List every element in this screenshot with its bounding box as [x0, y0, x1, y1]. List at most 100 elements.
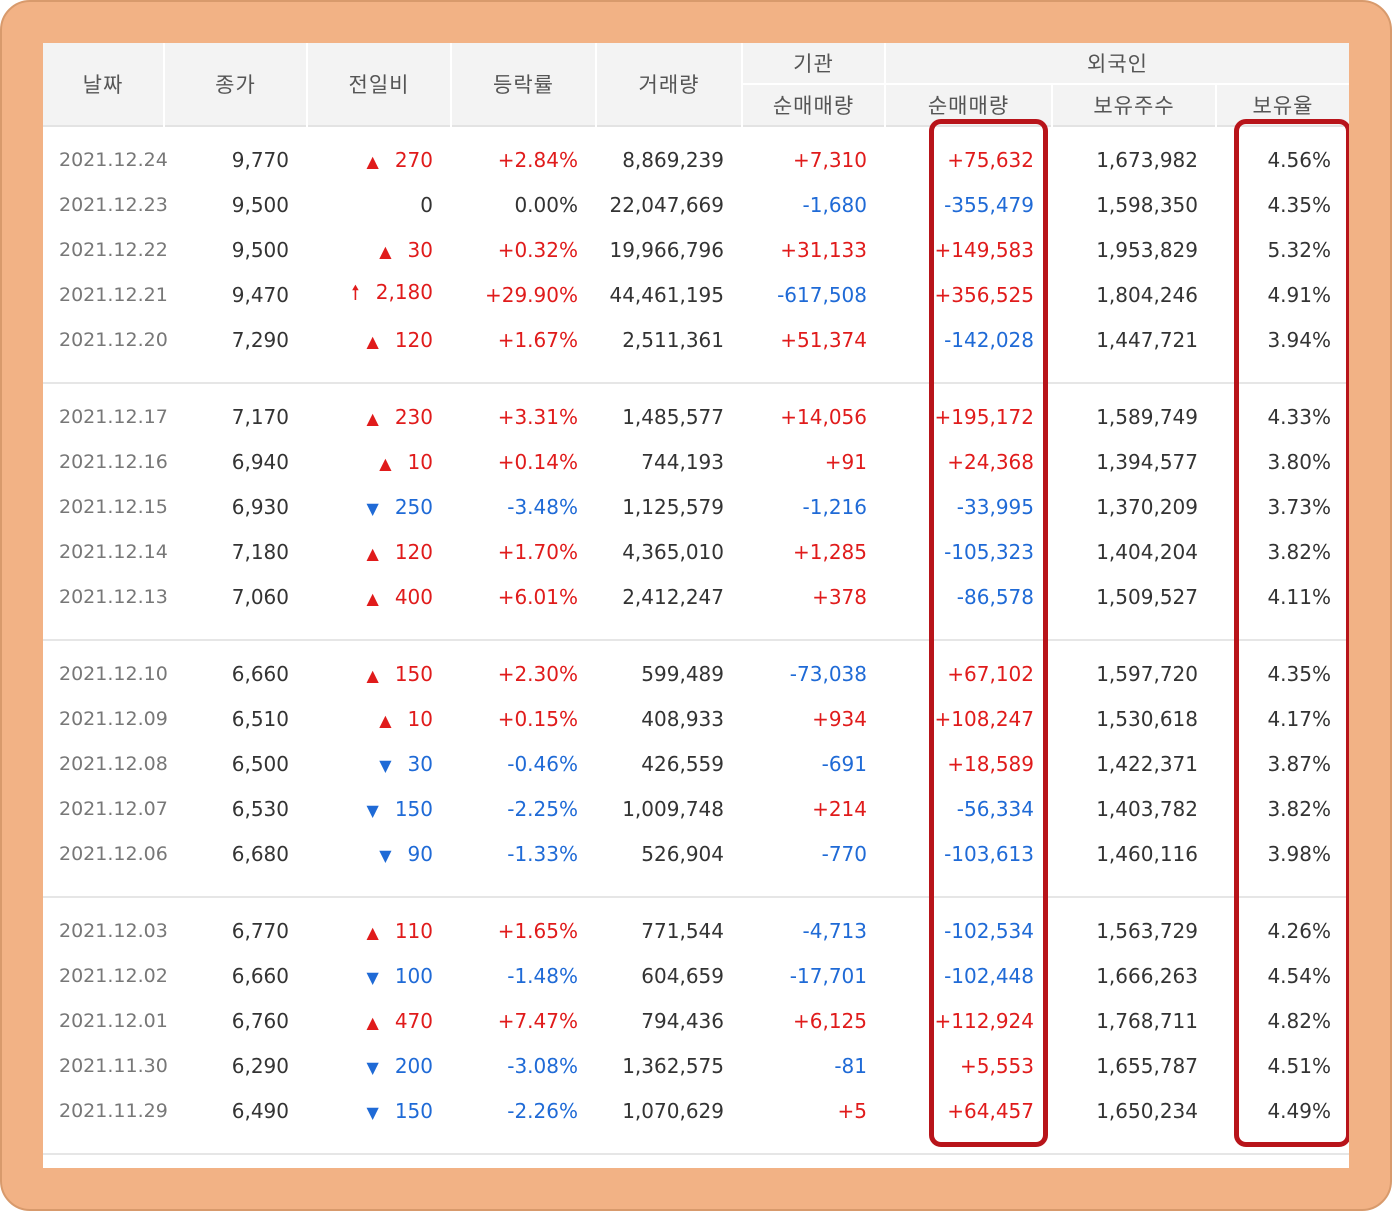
cell-rate: +2.30% — [497, 661, 578, 686]
cell-foreign-net: -86,578 — [956, 584, 1034, 609]
cell-close: 6,500 — [231, 751, 289, 776]
header-foreign-net[interactable]: 순매매량 — [885, 83, 1053, 126]
cell-institution-net: +1,285 — [792, 539, 867, 564]
cell-change: ▼ 30 — [307, 741, 451, 786]
table-body: 2021.12.24 9,770 ▲ 270 +2.84% 8,869,239 +7,310… — [43, 126, 1349, 1155]
cell-volume: 22,047,669 — [609, 192, 724, 217]
table-row: 2021.12.22 9,500 ▲ 30 +0.32% 19,966,796 +31,13… — [43, 227, 1349, 272]
cell-volume: 4,365,010 — [622, 539, 724, 564]
table-row: 2021.12.14 7,180 ▲ 120 +1.70% 4,365,010 +1,285… — [43, 529, 1349, 574]
cell-foreign-ratio: 4.35% — [1267, 192, 1331, 217]
cell-foreign-shares: 1,404,204 — [1096, 539, 1198, 564]
cell-change: ▲ 10 — [307, 696, 451, 741]
cell-date: 2021.12.02 — [59, 964, 168, 987]
triangle-up-icon: ▲ — [366, 543, 379, 563]
cell-volume: 526,904 — [641, 841, 724, 866]
cell-foreign-ratio: 4.91% — [1267, 282, 1331, 307]
cell-date: 2021.12.10 — [59, 662, 168, 685]
cell-foreign-net: +18,589 — [947, 751, 1034, 776]
cell-foreign-shares: 1,768,711 — [1096, 1008, 1198, 1033]
cell-rate: -2.25% — [507, 796, 578, 821]
header-foreign-ratio[interactable]: 보유율 — [1216, 83, 1349, 126]
cell-volume: 604,659 — [641, 963, 724, 988]
change-value: 100 — [394, 963, 433, 988]
change-value: 10 — [407, 706, 433, 731]
header-date[interactable]: 날짜 — [43, 43, 165, 126]
cell-foreign-ratio: 3.87% — [1267, 751, 1331, 776]
cell-institution-net: -1,216 — [802, 494, 867, 519]
cell-foreign-ratio: 3.94% — [1267, 327, 1331, 352]
group-top-spacer — [43, 126, 1349, 137]
header-close[interactable]: 종가 — [164, 43, 308, 126]
change-value: 150 — [394, 796, 433, 821]
cell-foreign-shares: 1,422,371 — [1096, 751, 1198, 776]
cell-foreign-ratio: 3.82% — [1267, 539, 1331, 564]
cell-change: ▼ 90 — [307, 831, 451, 876]
table-row: 2021.11.30 6,290 ▼ 200 -3.08% 1,362,575 -81 +5,… — [43, 1043, 1349, 1088]
cell-change: ▼ 250 — [307, 484, 451, 529]
cell-foreign-shares: 1,673,982 — [1096, 147, 1198, 172]
header-institution-net[interactable]: 순매매량 — [742, 83, 886, 126]
cell-close: 6,660 — [231, 661, 289, 686]
header-change[interactable]: 전일비 — [307, 43, 452, 126]
cell-volume: 8,869,239 — [622, 147, 724, 172]
cell-volume: 2,412,247 — [622, 584, 724, 609]
cell-rate: +0.15% — [497, 706, 578, 731]
cell-rate: -3.48% — [507, 494, 578, 519]
cell-close: 6,510 — [231, 706, 289, 731]
cell-foreign-net: -103,613 — [944, 841, 1034, 866]
header-rate[interactable]: 등락률 — [451, 43, 597, 126]
change-value: 230 — [394, 404, 433, 429]
cell-foreign-shares: 1,589,749 — [1096, 404, 1198, 429]
cell-volume: 794,436 — [641, 1008, 724, 1033]
table-row: 2021.12.09 6,510 ▲ 10 +0.15% 408,933 +934 +108,… — [43, 696, 1349, 741]
cell-institution-net: +51,374 — [780, 327, 867, 352]
change-value: 90 — [407, 841, 433, 866]
cell-foreign-ratio: 4.26% — [1267, 918, 1331, 943]
cell-institution-net: +5 — [837, 1098, 867, 1123]
cell-foreign-shares: 1,394,577 — [1096, 449, 1198, 474]
cell-rate: -2.26% — [507, 1098, 578, 1123]
group-top-spacer — [43, 897, 1349, 908]
cell-foreign-ratio: 4.56% — [1267, 147, 1331, 172]
cell-foreign-shares: 1,403,782 — [1096, 796, 1198, 821]
cell-volume: 1,125,579 — [622, 494, 724, 519]
cell-change: 🠕 2,180 — [307, 272, 451, 317]
change-value: 10 — [407, 449, 433, 474]
table-row: 2021.12.17 7,170 ▲ 230 +3.31% 1,485,577 +14,05… — [43, 394, 1349, 439]
header-foreign-shares[interactable]: 보유주수 — [1052, 83, 1217, 126]
cell-rate: +6.01% — [497, 584, 578, 609]
table-row: 2021.12.03 6,770 ▲ 110 +1.65% 771,544 -4,713 -1… — [43, 908, 1349, 953]
table-row: 2021.12.24 9,770 ▲ 270 +2.84% 8,869,239 +7,310… — [43, 137, 1349, 182]
cell-close: 9,500 — [231, 192, 289, 217]
cell-rate: +29.90% — [484, 282, 578, 307]
triangle-up-icon: ▲ — [366, 665, 379, 685]
cell-foreign-net: -102,448 — [944, 963, 1034, 988]
triangle-up-icon: ▲ — [366, 151, 379, 171]
table-row: 2021.12.23 9,500 0 0.00% 22,047,669 -1,680 -35… — [43, 182, 1349, 227]
table-row: 2021.12.20 7,290 ▲ 120 +1.67% 2,511,361 +51,37… — [43, 317, 1349, 362]
cell-foreign-shares: 1,804,246 — [1096, 282, 1198, 307]
cell-date: 2021.11.29 — [59, 1099, 168, 1122]
cell-institution-net: -691 — [821, 751, 867, 776]
cell-change: ▲ 10 — [307, 439, 451, 484]
cell-foreign-net: +67,102 — [947, 661, 1034, 686]
cell-change: ▲ 470 — [307, 998, 451, 1043]
cell-foreign-net: -105,323 — [944, 539, 1034, 564]
header-volume[interactable]: 거래량 — [596, 43, 743, 126]
cell-institution-net: -81 — [834, 1053, 867, 1078]
cell-volume: 1,009,748 — [622, 796, 724, 821]
cell-volume: 599,489 — [641, 661, 724, 686]
cell-change: ▼ 150 — [307, 786, 451, 831]
cell-foreign-net: +195,172 — [934, 404, 1034, 429]
cell-foreign-net: +75,632 — [947, 147, 1034, 172]
cell-foreign-shares: 1,509,527 — [1096, 584, 1198, 609]
cell-volume: 19,966,796 — [609, 237, 724, 262]
cell-date: 2021.12.16 — [59, 450, 168, 473]
group-separator — [43, 362, 1349, 384]
cell-foreign-net: -355,479 — [944, 192, 1034, 217]
cell-foreign-shares: 1,530,618 — [1096, 706, 1198, 731]
triangle-down-icon: ▼ — [366, 800, 379, 820]
cell-volume: 1,362,575 — [622, 1053, 724, 1078]
cell-foreign-shares: 1,953,829 — [1096, 237, 1198, 262]
